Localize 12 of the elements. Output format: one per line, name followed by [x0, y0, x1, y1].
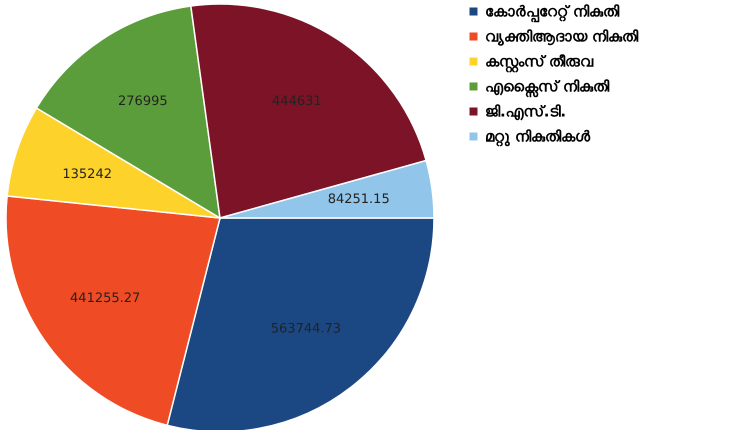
legend-label: കസ്റ്റംസ് തീരുവ	[485, 52, 594, 74]
data-label: 84251.15	[328, 192, 390, 208]
data-label: 563744.73	[270, 322, 342, 337]
legend-label: എക്സൈസ് നികുതി	[485, 78, 610, 98]
legend-label: കോർപ്പറേറ്റ് നികുതി	[485, 2, 620, 24]
data-label: 441255.27	[70, 291, 140, 306]
legend-label: വ്യക്തിആദായ നികുതി	[485, 28, 640, 46]
legend-label: ജി.എസ്.ടി.	[485, 102, 566, 120]
legend-label: മറ്റു നികുതികൾ	[485, 128, 592, 146]
data-label: 444631	[272, 94, 322, 109]
data-label: 135242	[62, 166, 112, 182]
data-label: 276995	[118, 94, 168, 110]
